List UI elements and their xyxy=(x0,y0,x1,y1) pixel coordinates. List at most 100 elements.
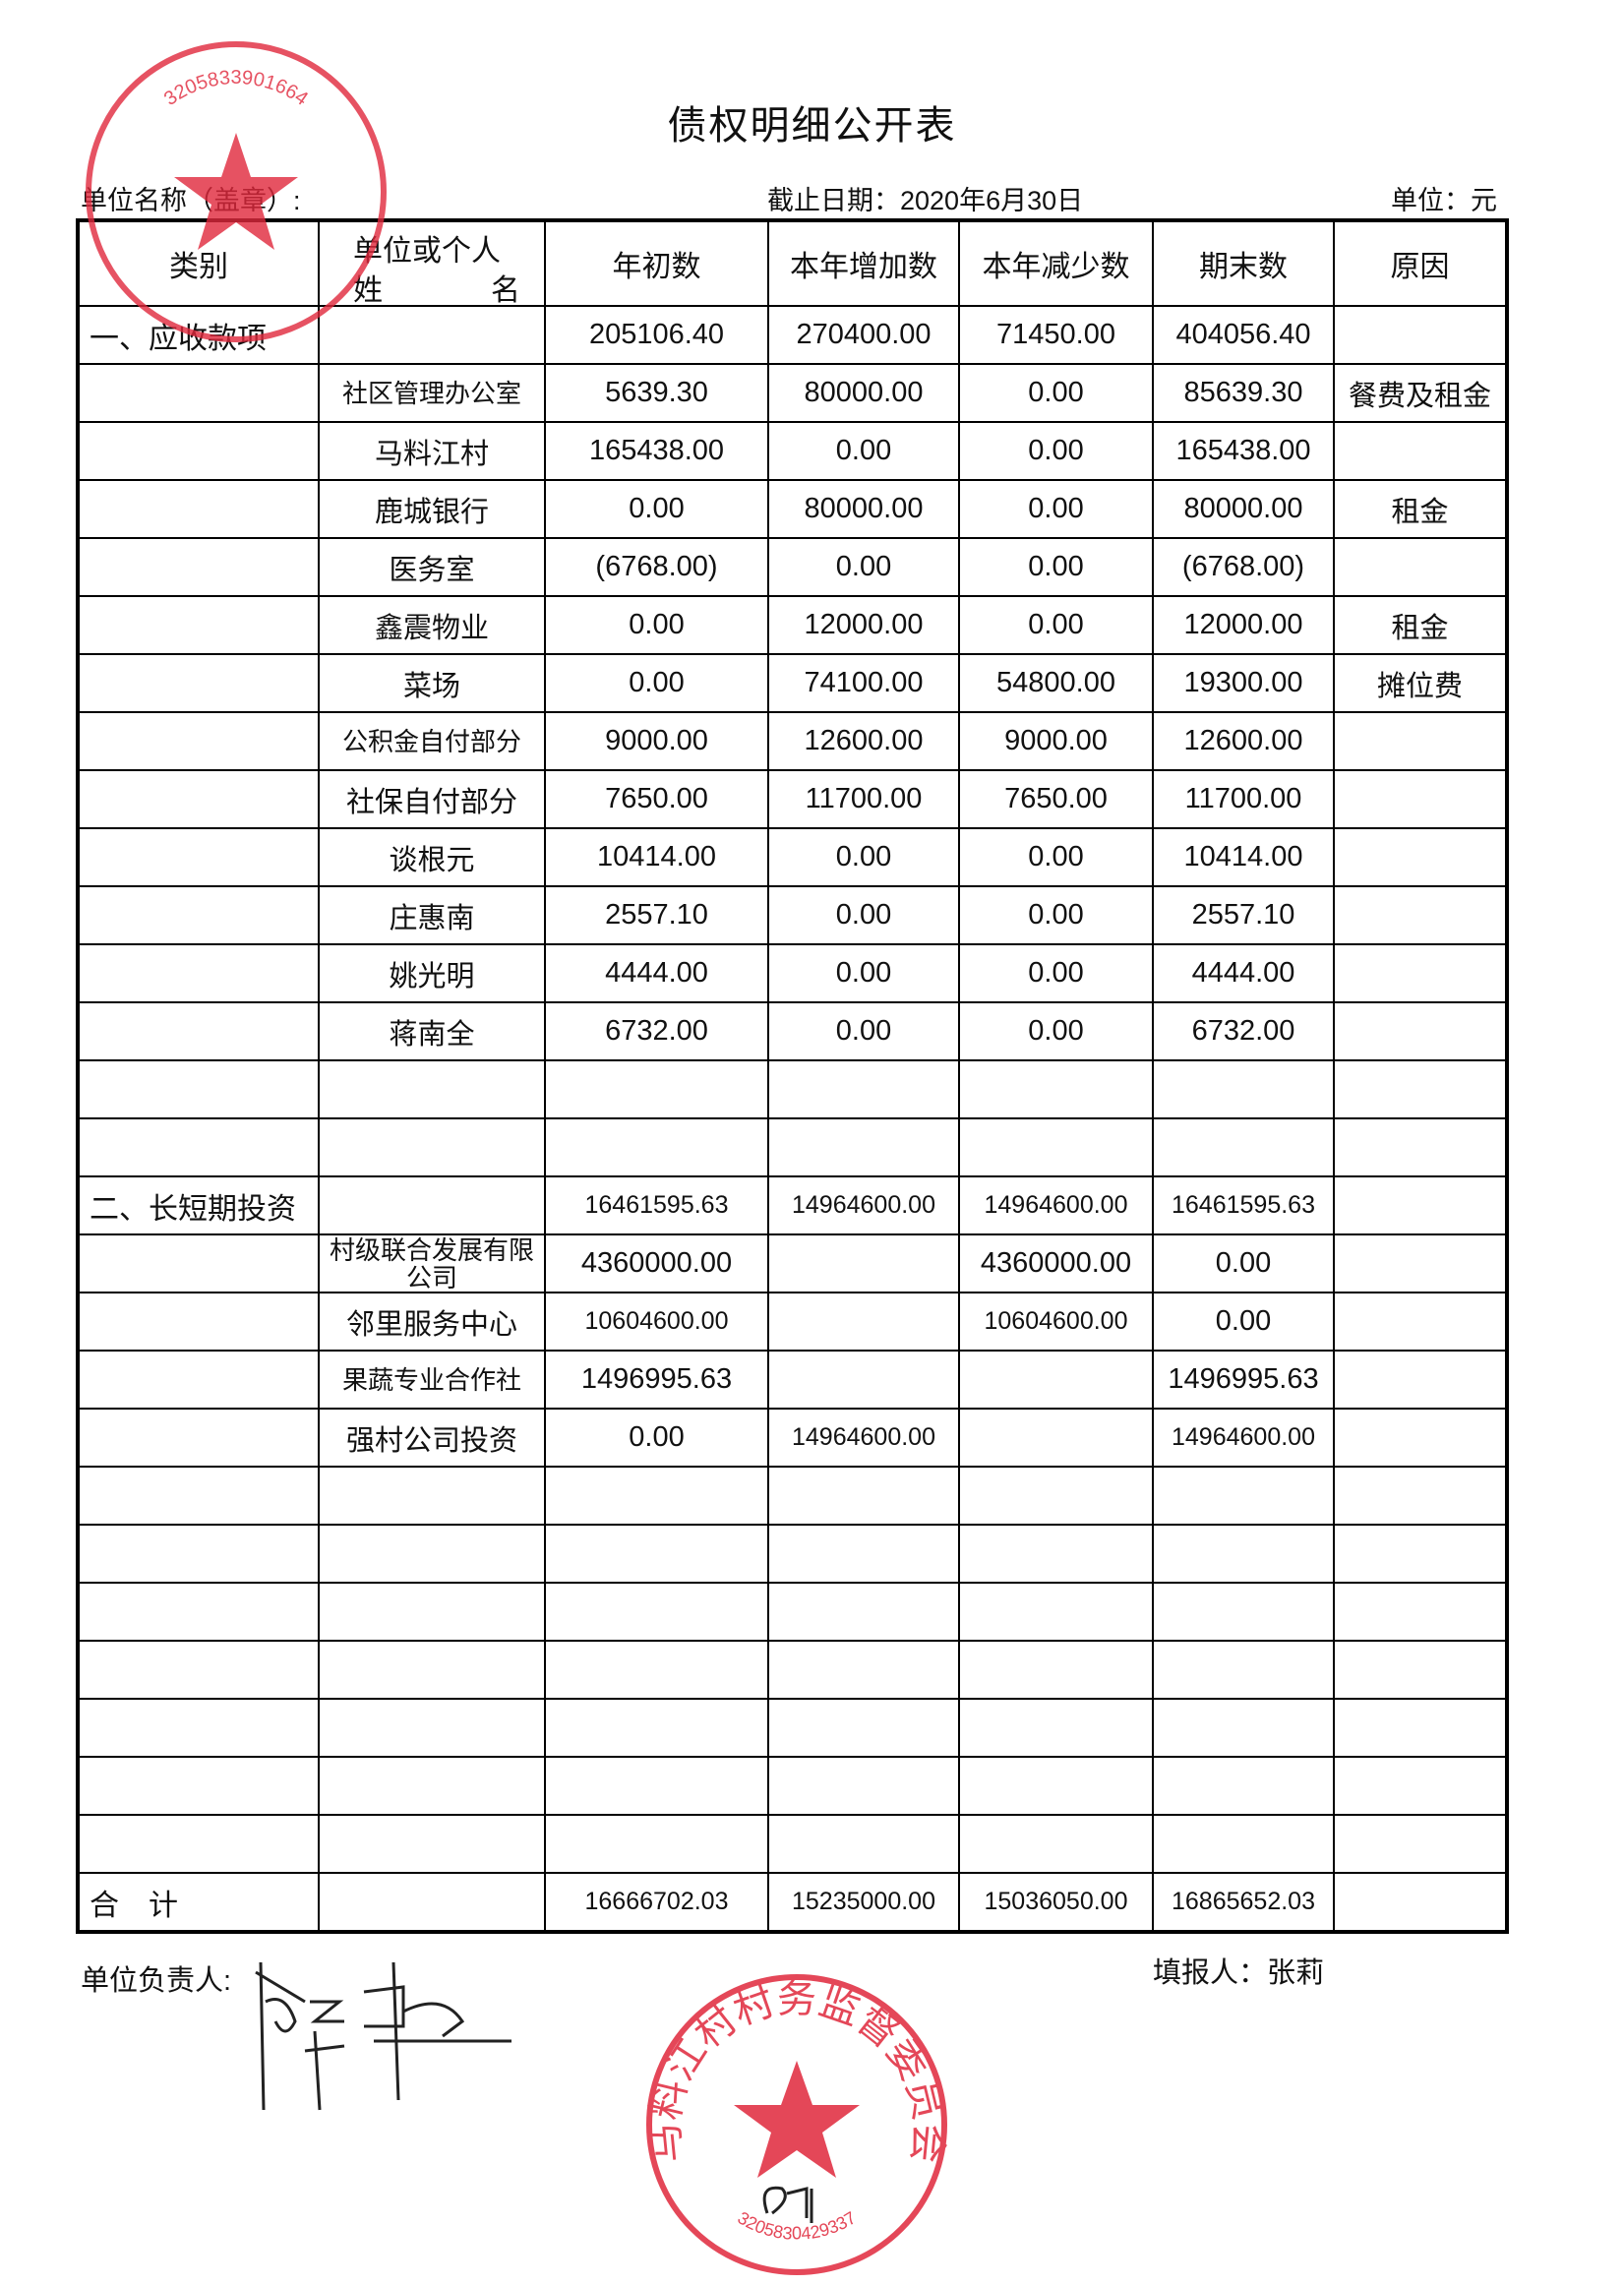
cell-name: 村级联合发展有限公司 xyxy=(318,1233,546,1293)
cell-category xyxy=(77,1582,320,1642)
cell-increase xyxy=(767,1233,960,1293)
cell-decrease: 0.00 xyxy=(958,479,1154,539)
cell-increase xyxy=(767,1814,960,1874)
header-category: 类别 xyxy=(77,219,320,307)
header-row: 类别 单位或个人 姓 名 年初数 本年增加数 本年减少数 期末数 原因 xyxy=(77,219,1508,307)
cell-name: 鹿城银行 xyxy=(318,479,546,539)
cell-name: 蒋南全 xyxy=(318,1001,546,1061)
cell-category xyxy=(77,1524,320,1584)
cell-opening xyxy=(544,1756,769,1816)
cell-closing xyxy=(1152,1582,1335,1642)
table-row: 果蔬专业合作社 1496995.63 1496995.63 xyxy=(77,1350,1508,1410)
cell-reason xyxy=(1333,827,1508,887)
cell-decrease xyxy=(958,1524,1154,1584)
cell-name: 果蔬专业合作社 xyxy=(318,1350,546,1410)
cell-opening: 0.00 xyxy=(544,653,769,713)
cell-opening: 10604600.00 xyxy=(544,1292,769,1352)
cell-closing: 6732.00 xyxy=(1152,1001,1335,1061)
cell-increase: 80000.00 xyxy=(767,479,960,539)
preparer: 填报人：张莉 xyxy=(1153,1957,1325,1989)
cell-decrease: 10604600.00 xyxy=(958,1292,1154,1352)
cell-name: 社保自付部分 xyxy=(318,769,546,829)
cell-name xyxy=(318,1698,546,1758)
table-row xyxy=(77,1524,1508,1584)
cell-reason: 餐费及租金 xyxy=(1333,363,1508,423)
table-row: 菜场 0.00 74100.00 54800.00 19300.00 摊位费 xyxy=(77,653,1508,713)
cell-reason xyxy=(1333,1756,1508,1816)
cell-reason xyxy=(1333,1408,1508,1468)
cell-category xyxy=(77,1001,320,1061)
table-row: 马料江村 165438.00 0.00 0.00 165438.00 xyxy=(77,421,1508,481)
cell-decrease xyxy=(958,1117,1154,1177)
cell-opening: 9000.00 xyxy=(544,711,769,771)
cell-category xyxy=(77,1640,320,1700)
cell-closing: 1496995.63 xyxy=(1152,1350,1335,1410)
cell-decrease xyxy=(958,1059,1154,1119)
cell-name xyxy=(318,1756,546,1816)
cell-reason xyxy=(1333,1350,1508,1410)
cell-category: 一、应收款项 xyxy=(77,305,320,365)
bottom-seal: 马料江村村务监督委员会 3205830429337 xyxy=(642,1974,951,2275)
cell-reason xyxy=(1333,1466,1508,1526)
table-row xyxy=(77,1059,1508,1119)
cell-opening: 4444.00 xyxy=(544,943,769,1003)
table-row xyxy=(77,1582,1508,1642)
cell-increase xyxy=(767,1466,960,1526)
cell-closing: 12600.00 xyxy=(1152,711,1335,771)
table-row: 鑫震物业 0.00 12000.00 0.00 12000.00 租金 xyxy=(77,595,1508,655)
cell-closing xyxy=(1152,1466,1335,1526)
cell-increase xyxy=(767,1698,960,1758)
cell-category xyxy=(77,1814,320,1874)
cell-name: 医务室 xyxy=(318,537,546,597)
cell-decrease xyxy=(958,1698,1154,1758)
cell-closing: 165438.00 xyxy=(1152,421,1335,481)
cell-opening: (6768.00) xyxy=(544,537,769,597)
cell-name xyxy=(318,1059,546,1119)
cell-opening: 165438.00 xyxy=(544,421,769,481)
cell-category xyxy=(77,1233,320,1293)
cell-decrease: 7650.00 xyxy=(958,769,1154,829)
cell-closing: 16865652.03 xyxy=(1152,1872,1335,1933)
header-name-given: 名 xyxy=(491,274,520,306)
cell-category xyxy=(77,885,320,945)
cell-reason xyxy=(1333,943,1508,1003)
cell-decrease xyxy=(958,1350,1154,1410)
cell-reason: 租金 xyxy=(1333,595,1508,655)
cell-category xyxy=(77,421,320,481)
cell-reason xyxy=(1333,1292,1508,1352)
table-row: 一、应收款项 205106.40 270400.00 71450.00 404056.4… xyxy=(77,305,1508,365)
cell-increase: 0.00 xyxy=(767,943,960,1003)
cell-increase: 12600.00 xyxy=(767,711,960,771)
cell-category xyxy=(77,363,320,423)
svg-text:3205830429337: 3205830429337 xyxy=(734,2207,859,2243)
cell-reason xyxy=(1333,1524,1508,1584)
table-row: 蒋南全 6732.00 0.00 0.00 6732.00 xyxy=(77,1001,1508,1061)
cell-increase: 0.00 xyxy=(767,885,960,945)
cell-category xyxy=(77,943,320,1003)
debt-detail-table: 类别 单位或个人 姓 名 年初数 本年增加数 本年减少数 期末数 原因 一、应收… xyxy=(76,218,1509,1934)
cell-category xyxy=(77,1117,320,1177)
cell-decrease: 0.00 xyxy=(958,827,1154,887)
cell-reason xyxy=(1333,769,1508,829)
header-name-line1: 单位或个人 xyxy=(353,235,501,268)
cell-opening: 0.00 xyxy=(544,1408,769,1468)
cell-increase: 11700.00 xyxy=(767,769,960,829)
cell-closing: 4444.00 xyxy=(1152,943,1335,1003)
cell-closing: 14964600.00 xyxy=(1152,1408,1335,1468)
cell-category xyxy=(77,1350,320,1410)
table-row: 医务室 (6768.00) 0.00 0.00 (6768.00) xyxy=(77,537,1508,597)
cell-opening xyxy=(544,1698,769,1758)
cell-name: 庄惠南 xyxy=(318,885,546,945)
cell-increase xyxy=(767,1640,960,1700)
cell-closing: 11700.00 xyxy=(1152,769,1335,829)
cell-category xyxy=(77,1756,320,1816)
table-row: 二、长短期投资 16461595.63 14964600.00 14964600.00… xyxy=(77,1175,1508,1235)
table-row xyxy=(77,1698,1508,1758)
cell-closing: 12000.00 xyxy=(1152,595,1335,655)
cell-name xyxy=(318,1524,546,1584)
cell-decrease: 0.00 xyxy=(958,421,1154,481)
page-title: 债权明细公开表 xyxy=(667,104,957,148)
cell-increase: 270400.00 xyxy=(767,305,960,365)
cell-decrease: 54800.00 xyxy=(958,653,1154,713)
bottom-signature xyxy=(762,2186,813,2223)
